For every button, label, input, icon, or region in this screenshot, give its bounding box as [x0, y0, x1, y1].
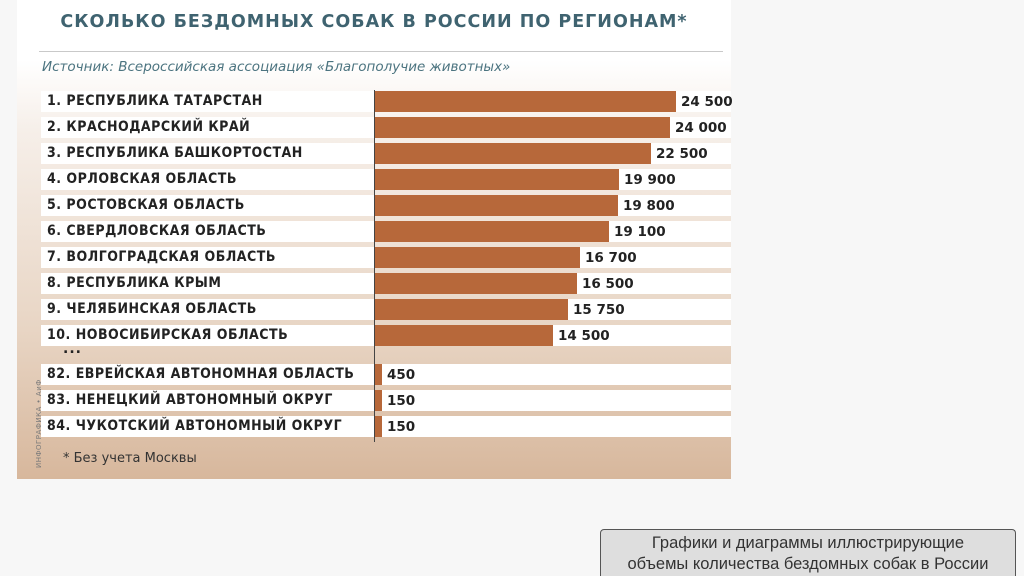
infographic-panel: СКОЛЬКО БЕЗДОМНЫХ СОБАК В РОССИИ ПО РЕГИ…	[17, 0, 733, 479]
category-label: 1. РЕСПУБЛИКА ТАТАРСТАН	[47, 93, 263, 109]
category-label: 9. ЧЕЛЯБИНСКАЯ ОБЛАСТЬ	[47, 301, 257, 317]
category-label: 8. РЕСПУБЛИКА КРЫМ	[47, 275, 222, 291]
bar	[374, 221, 609, 242]
bar	[374, 273, 577, 294]
category-label: 7. ВОЛГОГРАДСКАЯ ОБЛАСТЬ	[47, 249, 276, 265]
value-label: 14 500	[558, 328, 610, 344]
category-label: 2. КРАСНОДАРСКИЙ КРАЙ	[47, 119, 251, 135]
value-label: 150	[387, 393, 416, 409]
slide-caption: Графики и диаграммы иллюстрирующие объем…	[600, 529, 1016, 576]
bar	[374, 247, 580, 268]
bar	[374, 325, 553, 346]
value-label: 16 700	[585, 250, 637, 266]
bar-row: 4. ОРЛОВСКАЯ ОБЛАСТЬ 19 900	[41, 169, 731, 190]
bar-row: 10. НОВОСИБИРСКАЯ ОБЛАСТЬ 14 500	[41, 325, 731, 346]
bar-row: 1. РЕСПУБЛИКА ТАТАРСТАН 24 500	[41, 91, 733, 112]
chart-footnote: * Без учета Москвы	[63, 451, 197, 466]
value-label: 15 750	[573, 302, 625, 318]
title-divider	[39, 51, 723, 52]
bar	[374, 169, 619, 190]
bar-row: 3. РЕСПУБЛИКА БАШКОРТОСТАН 22 500	[41, 143, 731, 164]
row-background	[41, 364, 731, 385]
bar-row: 2. КРАСНОДАРСКИЙ КРАЙ 24 000	[41, 117, 731, 138]
value-label: 450	[387, 367, 416, 383]
bar-row: 7. ВОЛГОГРАДСКАЯ ОБЛАСТЬ 16 700	[41, 247, 731, 268]
value-label: 19 800	[623, 198, 675, 214]
bar-row: 6. СВЕРДЛОВСКАЯ ОБЛАСТЬ 19 100	[41, 221, 731, 242]
value-label: 19 100	[614, 224, 666, 240]
chart-source: Источник: Всероссийская ассоциация «Благ…	[42, 59, 511, 75]
bar	[374, 364, 382, 385]
category-label: 10. НОВОСИБИРСКАЯ ОБЛАСТЬ	[47, 327, 289, 343]
bar	[374, 416, 382, 437]
bar	[374, 117, 670, 138]
category-label: 5. РОСТОВСКАЯ ОБЛАСТЬ	[47, 197, 245, 213]
chart-title: СКОЛЬКО БЕЗДОМНЫХ СОБАК В РОССИИ ПО РЕГИ…	[60, 12, 688, 32]
bar-row: 5. РОСТОВСКАЯ ОБЛАСТЬ 19 800	[41, 195, 731, 216]
category-label: 82. ЕВРЕЙСКАЯ АВТОНОМНАЯ ОБЛАСТЬ	[47, 366, 355, 382]
value-label: 16 500	[582, 276, 634, 292]
category-label: 3. РЕСПУБЛИКА БАШКОРТОСТАН	[47, 145, 303, 161]
bar	[374, 299, 568, 320]
bar	[374, 143, 651, 164]
caption-line-1: Графики и диаграммы иллюстрирующие	[651, 534, 965, 552]
row-background	[41, 416, 731, 437]
value-label: 150	[387, 419, 416, 435]
ellipsis-marker: ...	[63, 341, 82, 357]
value-label: 22 500	[656, 146, 708, 162]
bar-row: 83. НЕНЕЦКИЙ АВТОНОМНЫЙ ОКРУГ 150	[41, 390, 731, 411]
bar-row: 9. ЧЕЛЯБИНСКАЯ ОБЛАСТЬ 15 750	[41, 299, 731, 320]
caption-line-2: объемы количества бездомных собак в Росс…	[627, 555, 989, 573]
category-label: 84. ЧУКОТСКИЙ АВТОНОМНЫЙ ОКРУГ	[47, 418, 343, 434]
bar-row: 84. ЧУКОТСКИЙ АВТОНОМНЫЙ ОКРУГ 150	[41, 416, 731, 437]
bar	[374, 91, 676, 112]
bar-row: 8. РЕСПУБЛИКА КРЫМ 16 500	[41, 273, 731, 294]
row-background	[41, 390, 731, 411]
bar-row: 82. ЕВРЕЙСКАЯ АВТОНОМНАЯ ОБЛАСТЬ 450	[41, 364, 731, 385]
category-label: 4. ОРЛОВСКАЯ ОБЛАСТЬ	[47, 171, 237, 187]
bar-axis-line	[374, 90, 375, 442]
category-label: 83. НЕНЕЦКИЙ АВТОНОМНЫЙ ОКРУГ	[47, 392, 333, 408]
value-label: 24 000	[675, 120, 727, 136]
value-label: 24 500	[681, 94, 733, 110]
bar	[374, 390, 382, 411]
bar	[374, 195, 618, 216]
value-label: 19 900	[624, 172, 676, 188]
category-label: 6. СВЕРДЛОВСКАЯ ОБЛАСТЬ	[47, 223, 267, 239]
